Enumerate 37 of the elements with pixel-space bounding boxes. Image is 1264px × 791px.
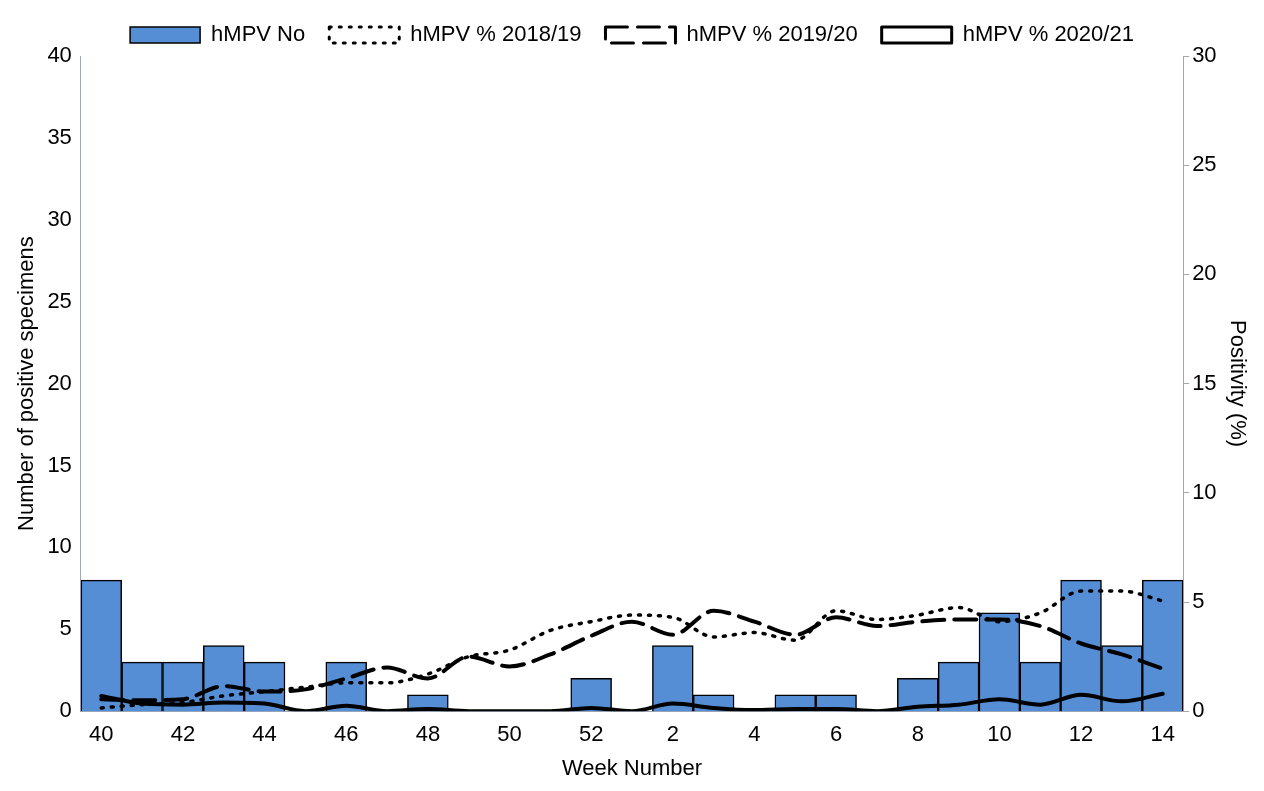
x-tick-label: 6 <box>830 721 843 747</box>
y-tick-label: 0 <box>59 697 72 723</box>
x-tick-label: 40 <box>89 721 114 747</box>
legend-label: hMPV No <box>211 21 306 47</box>
y2-tick-label: 20 <box>1192 260 1217 286</box>
legend-label: hMPV % 2019/20 <box>686 21 858 47</box>
y-tick-label: 15 <box>47 451 72 477</box>
x-tick-label: 2 <box>666 721 679 747</box>
y-tick-label: 25 <box>47 287 72 313</box>
x-tick-label: 14 <box>1150 721 1175 747</box>
x-tick-label: 12 <box>1068 721 1094 747</box>
y-tick-label: 35 <box>47 123 72 149</box>
x-tick-label: 46 <box>333 721 359 747</box>
x-tick-label: 4 <box>748 721 761 747</box>
x-tick-label: 42 <box>170 721 196 747</box>
x-tick-label: 10 <box>987 721 1012 747</box>
y-tick-label: 20 <box>47 369 72 395</box>
y2-tick-label: 30 <box>1192 42 1217 68</box>
x-tick-label: 8 <box>911 721 924 747</box>
x-tick-label: 48 <box>415 721 441 747</box>
y-tick-label: 5 <box>59 615 72 641</box>
legend-label: hMPV % 2020/21 <box>962 21 1134 47</box>
y2-axis-title: Positivity (%) <box>1225 320 1251 448</box>
y2-tick-label: 10 <box>1192 478 1217 504</box>
x-tick-label: 44 <box>252 721 277 747</box>
y2-tick-label: 0 <box>1192 697 1205 723</box>
y-axis-title: Number of positive specimens <box>13 236 39 531</box>
y-tick-label: 40 <box>47 42 72 68</box>
y-tick-label: 10 <box>47 533 72 559</box>
x-tick-label: 52 <box>578 721 604 747</box>
x-tick-label: 50 <box>497 721 522 747</box>
x-axis-title: Week Number <box>561 754 703 780</box>
y2-tick-label: 15 <box>1192 369 1217 395</box>
y2-tick-label: 25 <box>1192 151 1217 177</box>
legend-label: hMPV % 2018/19 <box>410 21 582 47</box>
y-tick-label: 30 <box>47 205 72 231</box>
y2-tick-label: 5 <box>1192 588 1205 614</box>
